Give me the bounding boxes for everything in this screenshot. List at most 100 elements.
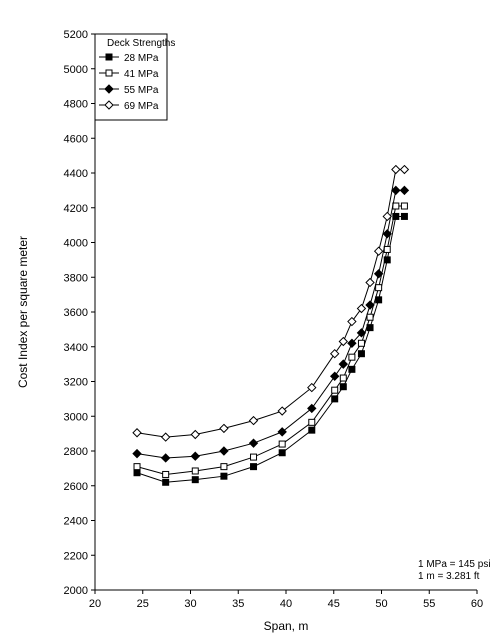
data-point xyxy=(399,185,410,196)
data-point xyxy=(366,324,374,332)
series-41-mpa xyxy=(133,202,408,478)
x-tick-label: 30 xyxy=(184,598,196,610)
y-tick-label: 5000 xyxy=(64,64,88,76)
y-axis-title: Cost Index per square meter xyxy=(16,236,30,388)
data-point xyxy=(278,449,286,457)
y-tick-label: 4400 xyxy=(64,168,88,180)
legend-item: 41 MPa xyxy=(99,69,159,80)
legend-items: 28 MPa 41 MPa 55 MPa 69 MPa xyxy=(99,53,159,112)
legend-label: 28 MPa xyxy=(124,53,159,64)
data-point xyxy=(357,350,365,358)
y-axis-ticks: 2000 2200 2400 2600 2800 3000 3200 3400 3600 3800… xyxy=(64,29,95,597)
legend-marker xyxy=(104,100,114,110)
data-point xyxy=(219,423,229,434)
x-tick-label: 55 xyxy=(423,598,435,610)
series-layer xyxy=(132,164,410,486)
data-point xyxy=(348,365,356,373)
data-point xyxy=(356,328,367,338)
y-tick-label: 2000 xyxy=(64,585,88,597)
data-point xyxy=(219,446,229,456)
data-point xyxy=(392,212,400,220)
unit-notes: 1 MPa = 145 psi 1 m = 3.281 ft xyxy=(418,559,491,582)
series-28-mpa xyxy=(133,212,408,486)
data-point xyxy=(356,303,367,314)
legend-label: 41 MPa xyxy=(124,69,159,80)
unit-note-mpa: 1 MPa = 145 psi xyxy=(418,559,491,570)
data-point xyxy=(220,463,228,471)
legend-marker xyxy=(105,53,113,61)
y-tick-label: 2200 xyxy=(64,550,88,562)
data-point xyxy=(250,463,258,471)
data-point xyxy=(308,426,316,434)
y-tick-label: 4600 xyxy=(64,133,88,145)
data-point xyxy=(191,467,199,475)
data-point xyxy=(277,406,287,416)
data-point xyxy=(391,185,401,196)
data-point xyxy=(348,353,356,361)
data-point xyxy=(329,348,340,359)
data-point xyxy=(373,269,384,279)
legend: Deck Strengths 28 MPa 41 MPa 55 MPa 69 MPa xyxy=(94,33,175,121)
data-point xyxy=(375,296,383,304)
data-point xyxy=(307,382,317,393)
data-point xyxy=(132,428,142,438)
x-tick-label: 35 xyxy=(232,598,244,610)
legend-label: 55 MPa xyxy=(124,85,159,96)
y-tick-label: 2400 xyxy=(64,516,88,528)
x-axis-ticks: 20 25 30 35 40 45 50 55 60 xyxy=(89,590,483,610)
data-point xyxy=(133,463,141,471)
data-point xyxy=(347,338,357,348)
data-point xyxy=(190,451,200,461)
y-tick-label: 4200 xyxy=(64,203,88,215)
data-point xyxy=(248,415,259,426)
series-line xyxy=(136,189,405,459)
y-tick-label: 2600 xyxy=(64,481,88,493)
data-point xyxy=(250,453,258,461)
data-point xyxy=(373,246,384,256)
data-point xyxy=(375,284,383,292)
data-point xyxy=(162,478,170,486)
data-point xyxy=(132,448,142,459)
data-point xyxy=(400,212,408,220)
y-tick-label: 3800 xyxy=(64,272,88,284)
data-point xyxy=(307,403,317,414)
x-tick-label: 25 xyxy=(137,598,149,610)
data-point xyxy=(366,313,374,321)
data-point xyxy=(162,470,170,478)
data-point xyxy=(383,256,391,264)
data-point xyxy=(248,438,259,448)
data-point xyxy=(392,202,400,210)
y-tick-label: 4000 xyxy=(64,238,88,250)
x-tick-label: 60 xyxy=(471,598,483,610)
data-point xyxy=(160,432,171,442)
data-point xyxy=(160,453,171,463)
data-point xyxy=(277,427,287,437)
x-tick-label: 45 xyxy=(328,598,340,610)
data-point xyxy=(339,374,347,382)
data-point xyxy=(391,164,401,175)
legend-marker xyxy=(105,69,113,77)
data-point xyxy=(399,164,410,175)
data-point xyxy=(365,277,375,288)
y-tick-label: 5200 xyxy=(64,29,88,41)
legend-item: 69 MPa xyxy=(99,100,159,112)
data-point xyxy=(190,429,200,440)
data-point xyxy=(382,211,392,222)
data-point xyxy=(365,300,375,310)
unit-note-meter: 1 m = 3.281 ft xyxy=(418,571,480,582)
y-tick-label: 3000 xyxy=(64,411,88,423)
series-line xyxy=(136,205,405,475)
data-point xyxy=(308,418,316,426)
y-tick-label: 3200 xyxy=(64,377,88,389)
data-point xyxy=(400,202,408,210)
data-point xyxy=(278,440,286,448)
series-line xyxy=(136,215,405,483)
data-point xyxy=(347,316,357,327)
y-tick-label: 2800 xyxy=(64,446,88,458)
y-tick-label: 4800 xyxy=(64,99,88,111)
y-tick-label: 3600 xyxy=(64,307,88,319)
series-69-mpa xyxy=(132,164,410,442)
series-line xyxy=(136,169,405,438)
x-tick-label: 20 xyxy=(89,598,101,610)
data-point xyxy=(357,339,365,347)
